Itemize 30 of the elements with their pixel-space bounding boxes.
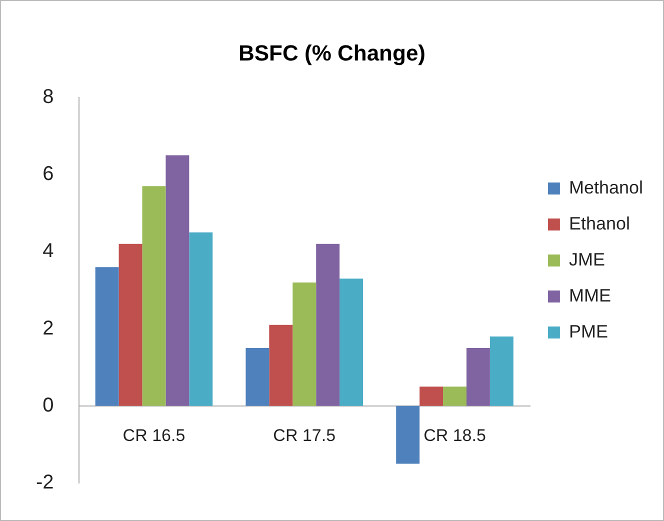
bar <box>95 267 119 406</box>
bar <box>420 386 444 406</box>
y-tick-label: 8 <box>42 86 54 108</box>
bar <box>166 155 190 406</box>
y-tick-label: 0 <box>42 394 54 416</box>
bar <box>396 406 420 464</box>
x-tick-label: CR 16.5 <box>122 426 186 445</box>
bar <box>269 324 293 406</box>
bar <box>118 244 142 406</box>
chart-title: BSFC (% Change) <box>238 40 426 66</box>
y-tick-label: 4 <box>42 240 54 262</box>
x-tick-label: CR 18.5 <box>424 426 486 445</box>
bar <box>142 186 166 406</box>
legend-label: PME <box>568 321 608 342</box>
bar <box>466 348 490 406</box>
legend-label: Methanol <box>568 177 644 198</box>
legend-label: MME <box>568 285 611 306</box>
bar <box>443 386 466 406</box>
y-tick-label: 6 <box>42 163 54 186</box>
legend-label: Ethanol <box>568 213 630 234</box>
bar <box>490 336 514 406</box>
bar <box>246 348 270 406</box>
y-tick-label: 2 <box>42 317 54 340</box>
y-tick-label: -2 <box>36 472 54 494</box>
legend-label: JME <box>568 249 605 270</box>
bar <box>189 232 213 406</box>
bar <box>316 244 340 406</box>
bar <box>292 282 316 406</box>
x-tick-label: CR 17.5 <box>273 426 336 445</box>
bar <box>340 278 364 406</box>
